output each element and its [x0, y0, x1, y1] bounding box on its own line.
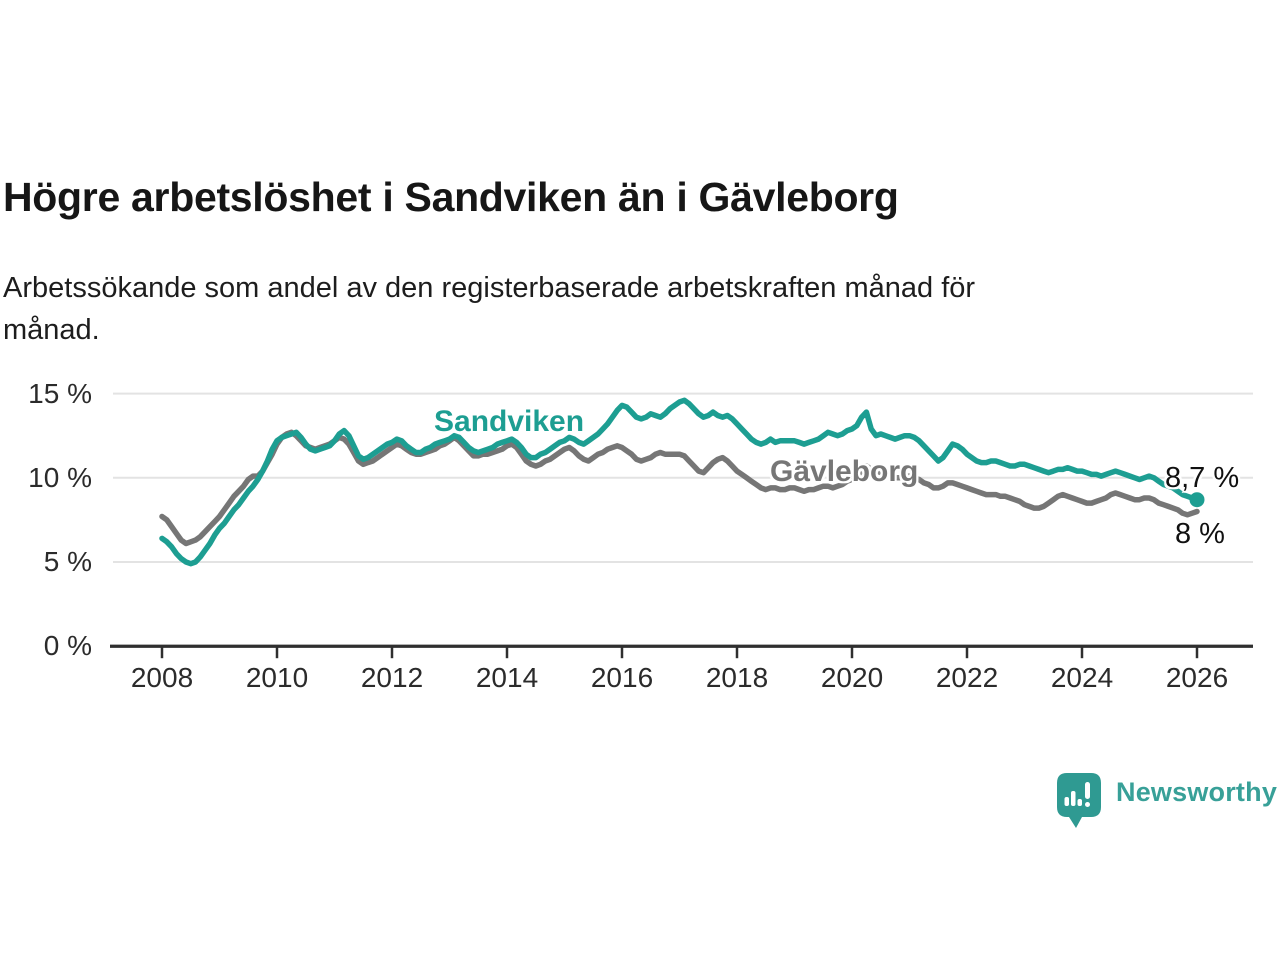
- x-axis-tick-label: 2018: [705, 662, 769, 693]
- sandviken-line: [159, 397, 1200, 567]
- x-axis-tick-label: 2010: [245, 662, 309, 693]
- newsworthy-logo: Newsworthy: [1056, 772, 1277, 830]
- x-axis-tick-label: 2026: [1165, 662, 1229, 693]
- y-axis-tick-label: 15 %: [28, 378, 92, 409]
- y-axis-tick-label: 0 %: [43, 630, 92, 661]
- y-axis-tick-label: 10 %: [28, 462, 92, 493]
- x-axis-tick-label: 2024: [1050, 662, 1114, 693]
- end-value-label-gavleborg: 8 %: [1175, 518, 1225, 550]
- series-label-sandviken: Sandviken: [434, 405, 585, 438]
- newsworthy-logo-text: Newsworthy: [1116, 777, 1278, 807]
- x-axis-tick-label: 2014: [475, 662, 539, 693]
- x-axis-tick-label: 2022: [935, 662, 999, 693]
- y-axis-tick-label: 5 %: [43, 546, 92, 577]
- newsworthy-speech-bubble-chart-icon: [1057, 773, 1101, 828]
- chart-subtitle: Arbetssökande som andel av den registerb…: [3, 272, 976, 347]
- x-axis-tick-label: 2012: [360, 662, 424, 693]
- end-value-label-sandviken: 8,7 %: [1165, 462, 1240, 494]
- chart-title: Högre arbetslöshet i Sandviken än i Gävl…: [3, 174, 899, 221]
- latest-value-dot: [1189, 492, 1205, 508]
- series-label-gavleborg: Gävleborg: [770, 455, 919, 488]
- x-axis-tick-label: 2020: [820, 662, 884, 693]
- x-axis-tick-label: 2016: [590, 662, 654, 693]
- x-axis-tick-label: 2008: [130, 662, 194, 693]
